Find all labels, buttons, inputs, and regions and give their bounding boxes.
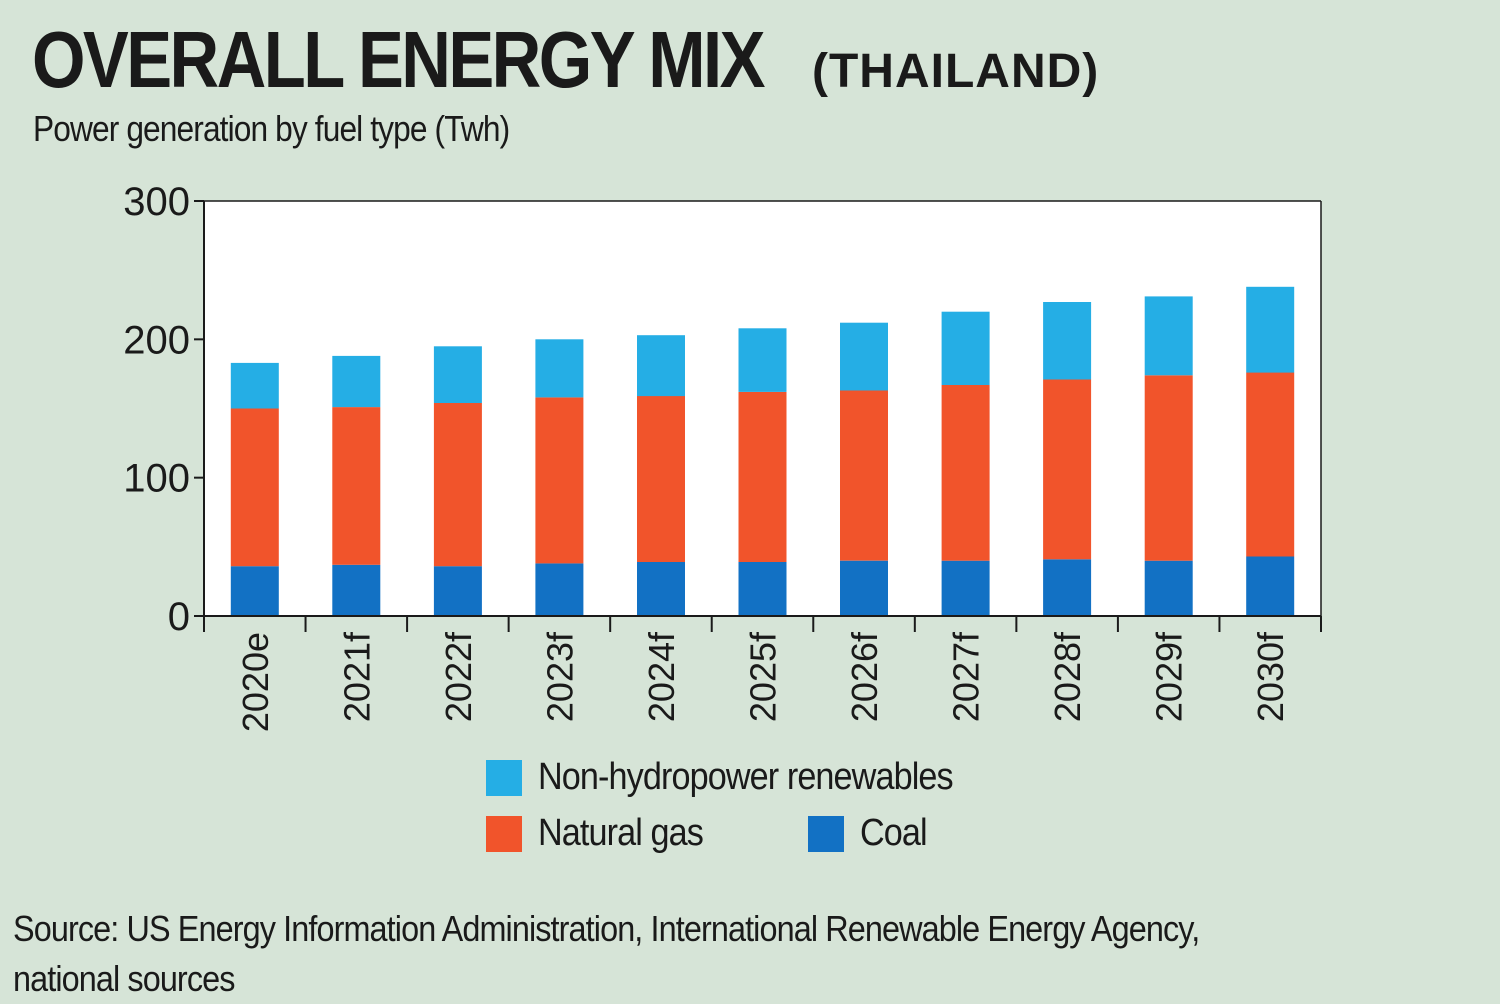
x-tick-label: 2030f [1250,631,1291,722]
x-tick-label: 2023f [539,631,580,722]
bar-natural-gas-2030f [1246,372,1295,557]
bar-natural-gas-2029f [1144,375,1193,561]
legend-label-renewables: Non-hydropower renewables [538,756,954,798]
bar-natural-gas-2021f [332,407,381,565]
legend-label-coal: Coal [860,812,928,854]
y-tick-label: 200 [123,318,190,362]
x-tick-label: 2021f [336,631,377,722]
x-tick-label: 2020e [235,632,276,732]
chart-subtitle: Power generation by fuel type (Twh) [33,108,510,149]
bar-coal-2027f [941,560,990,616]
bars-group [230,286,1295,616]
bar-coal-2029f [1144,560,1193,616]
bar-non-hydropower-renewables-2020e [230,362,279,409]
bar-coal-2022f [433,566,482,616]
bar-natural-gas-2027f [941,385,990,561]
legend-swatch-natural-gas [486,815,522,852]
legend-item-renewables: Non-hydropower renewables [486,756,999,799]
bar-coal-2026f [840,560,888,616]
title-row: OVERALL ENERGY MIX (THAILAND) [32,14,1099,106]
bar-non-hydropower-renewables-2022f [433,346,482,403]
bar-non-hydropower-renewables-2028f [1043,302,1092,380]
bar-natural-gas-2023f [535,397,584,564]
bar-natural-gas-2020e [230,408,279,567]
x-tick-label: 2026f [844,631,885,722]
y-tick-label: 300 [123,180,190,224]
bar-coal-2024f [637,562,685,616]
y-tick-label: 0 [168,595,190,639]
bar-non-hydropower-renewables-2021f [332,355,381,408]
x-tick-label: 2022f [438,631,479,722]
bar-natural-gas-2024f [637,396,685,562]
bar-coal-2028f [1043,559,1092,616]
axes-group: 2020e 2021f 2022f 2023f 2024f 2025f 2026f 2027f… [123,180,1322,732]
bar-non-hydropower-renewables-2023f [535,339,584,398]
legend-swatch-renewables [486,759,522,796]
legend-item-coal: Coal [808,812,934,855]
bar-non-hydropower-renewables-2025f [738,328,787,392]
x-tick-label: 2024f [641,631,682,722]
x-tick-label: 2025f [743,631,784,722]
bar-coal-2020e [230,566,279,616]
bar-coal-2023f [535,563,584,616]
bar-natural-gas-2028f [1043,379,1092,560]
chart-title-country: (THAILAND) [812,45,1100,98]
bar-coal-2021f [332,564,381,616]
x-tick-label: 2029f [1149,631,1190,722]
bar-non-hydropower-renewables-2024f [637,335,685,397]
bar-non-hydropower-renewables-2030f [1246,286,1295,373]
bar-natural-gas-2026f [840,390,888,561]
y-tick-label: 100 [123,457,190,501]
bar-coal-2025f [738,562,787,616]
legend-label-natural-gas: Natural gas [538,812,704,854]
bar-coal-2030f [1246,556,1295,616]
bar-natural-gas-2022f [433,403,482,567]
bar-non-hydropower-renewables-2026f [840,322,888,391]
x-tick-label: 2028f [1047,631,1088,722]
legend-item-natural-gas: Natural gas [486,812,721,855]
x-tick-label: 2027f [946,631,987,722]
legend: Non-hydropower renewables Natural gas Co… [486,756,1186,866]
bar-natural-gas-2025f [738,391,787,562]
legend-swatch-coal [808,815,844,852]
bar-non-hydropower-renewables-2029f [1144,296,1193,376]
chart-title: OVERALL ENERGY MIX [32,15,765,104]
bar-non-hydropower-renewables-2027f [941,311,990,385]
source-note: Source: US Energy Information Administra… [13,908,1200,999]
